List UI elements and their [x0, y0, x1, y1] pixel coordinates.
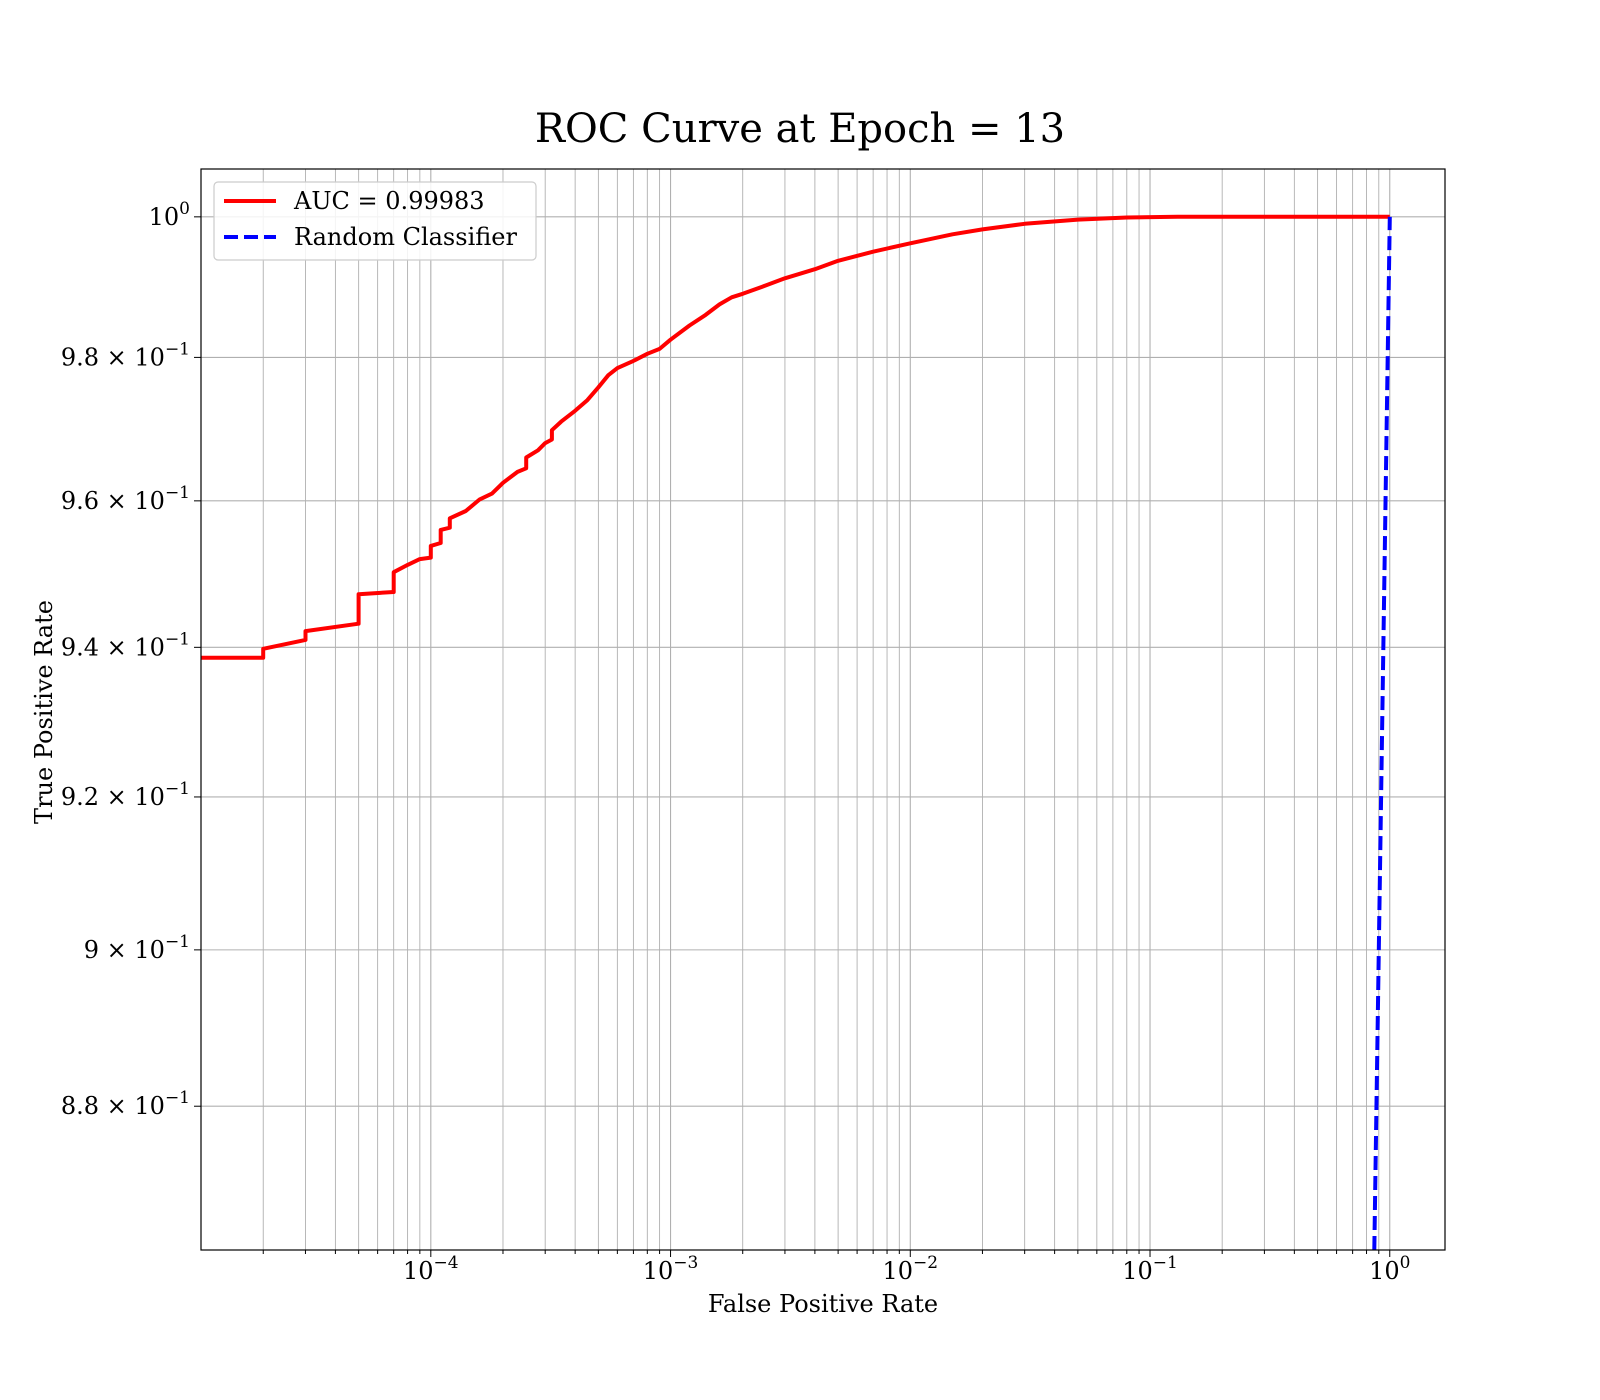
x-tick-label: 10−3: [643, 1253, 699, 1285]
y-tick-label: 9.6 × 10−1: [61, 483, 190, 515]
roc-curve-line: [201, 214, 1390, 660]
x-tick-label: 10−1: [1122, 1253, 1178, 1285]
legend-label-random-classifier: Random Classifier: [294, 223, 517, 251]
x-axis-label: False Positive Rate: [708, 1290, 938, 1318]
plot-area-frame: [200, 168, 1446, 1251]
y-tick-label: 8.8 × 10−1: [61, 1088, 190, 1120]
y-tick-label: 9.4 × 10−1: [61, 629, 190, 661]
random-classifier-line: [1372, 216, 1392, 1250]
x-tick-label: 100: [1369, 1253, 1410, 1285]
y-tick-label: 100: [149, 199, 190, 231]
legend: AUC = 0.99983 Random Classifier: [213, 181, 537, 261]
y-tick-label: 9.8 × 10−1: [61, 339, 190, 371]
chart-title: ROC Curve at Epoch = 13: [535, 106, 1065, 152]
tick-marks: [194, 216, 1391, 1257]
y-tick-label: 9.2 × 10−1: [61, 779, 190, 811]
x-tick-label: 10−2: [882, 1253, 938, 1285]
series-lines: [201, 214, 1392, 1250]
x-tick-label: 10−4: [403, 1253, 459, 1285]
y-tick-label: 9 × 10−1: [84, 932, 190, 964]
grid-lines: [201, 169, 1445, 1250]
y-axis-label: True Positive Rate: [30, 600, 58, 824]
y-tick-labels: 8.8 × 10−1 9 × 10−1 9.2 × 10−1 9.4 × 10−1 9.…: [61, 199, 190, 1120]
x-tick-labels: 10−4 10−3 10−2 10−1 100: [403, 1253, 1410, 1285]
legend-box: [213, 181, 537, 261]
legend-label-auc: AUC = 0.99983: [293, 187, 485, 215]
